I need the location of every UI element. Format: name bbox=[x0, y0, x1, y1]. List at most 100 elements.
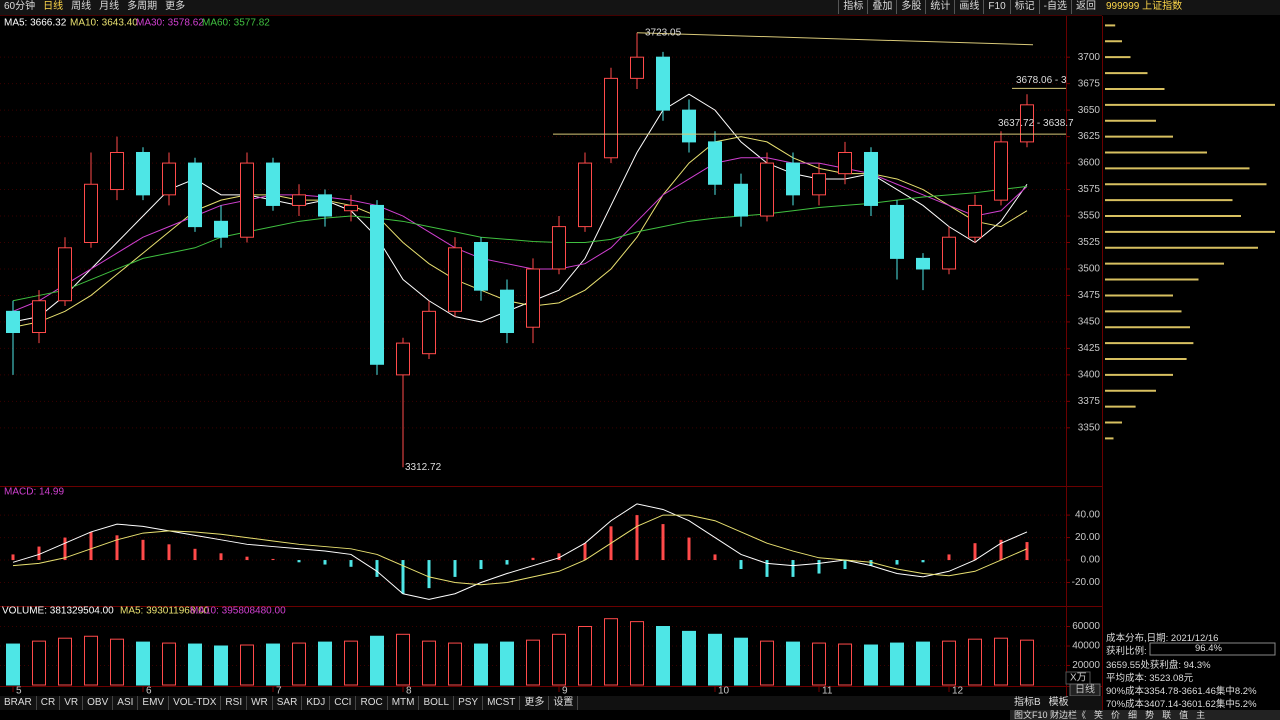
candle-body bbox=[214, 220, 228, 238]
volume-bar bbox=[942, 640, 956, 686]
indicator-tab[interactable]: WR bbox=[247, 696, 273, 710]
trend-line bbox=[636, 32, 1034, 46]
volume-bar bbox=[214, 645, 228, 686]
toolbar-button[interactable]: F10 bbox=[983, 0, 1009, 14]
toolbar-button[interactable]: 周线 bbox=[71, 1, 92, 12]
candle-body bbox=[786, 162, 800, 196]
status-item[interactable]: 值 bbox=[1179, 710, 1189, 720]
indicator-tab[interactable]: CR bbox=[37, 696, 61, 710]
toolbar-button[interactable]: 月线 bbox=[99, 1, 120, 12]
status-item[interactable]: 联 bbox=[1162, 710, 1172, 720]
toolbar-button[interactable]: 指标 bbox=[838, 0, 867, 14]
indicator-tab[interactable]: BRAR bbox=[0, 696, 37, 710]
indicator-tab[interactable]: EMV bbox=[138, 696, 170, 710]
volume-bar bbox=[864, 644, 878, 686]
toolbar-button[interactable]: 多股 bbox=[896, 0, 925, 14]
volume-bar bbox=[396, 633, 410, 686]
status-item[interactable]: 细 bbox=[1128, 710, 1138, 720]
y-tick-label: 3375 bbox=[1078, 396, 1101, 407]
indicator-tab[interactable]: VOL-TDX bbox=[169, 696, 222, 710]
status-item[interactable]: 价 bbox=[1111, 710, 1121, 720]
volume-bar bbox=[6, 643, 20, 686]
indicator-tab[interactable]: 更多 bbox=[520, 696, 550, 710]
indicator-tab[interactable]: 模板 bbox=[1048, 697, 1069, 708]
status-item[interactable]: 笑 bbox=[1094, 710, 1104, 720]
volume-bar bbox=[604, 618, 618, 686]
candle-body bbox=[32, 300, 46, 334]
volume-bar bbox=[422, 640, 436, 686]
candle-body bbox=[890, 204, 904, 259]
price-annotation: 3723.05 bbox=[645, 27, 682, 38]
indicator-tab[interactable]: KDJ bbox=[302, 696, 331, 710]
indicator-tab[interactable]: VR bbox=[60, 696, 84, 710]
volume-bar bbox=[58, 637, 72, 686]
toolbar-button[interactable]: 画线 bbox=[954, 0, 983, 14]
profit-box bbox=[1149, 642, 1276, 656]
candle-body bbox=[968, 204, 982, 238]
indicator-tab[interactable]: ROC bbox=[356, 696, 388, 710]
indicator-tab[interactable]: SAR bbox=[273, 696, 303, 710]
cost-title: 成本分布,日期: 2021/12/16 bbox=[1106, 633, 1219, 644]
indicator-tab[interactable]: MTM bbox=[388, 696, 420, 710]
volume-ma10: MA10: 395808480.00 bbox=[190, 606, 286, 617]
indicator-tab[interactable]: 设置 bbox=[549, 696, 579, 710]
candle-body bbox=[110, 151, 124, 191]
volume-bar bbox=[188, 643, 202, 686]
toolbar-button[interactable]: 日线 bbox=[43, 1, 64, 12]
y-tick-label: 3550 bbox=[1078, 211, 1101, 222]
indicator-tab[interactable]: CCI bbox=[330, 696, 357, 710]
candle-body bbox=[6, 310, 20, 334]
volume-bar bbox=[812, 642, 826, 686]
toolbar-button[interactable]: 统计 bbox=[925, 0, 954, 14]
indicator-tab[interactable]: OBV bbox=[83, 696, 114, 710]
volume-bar bbox=[448, 642, 462, 686]
y-tick-label: 3450 bbox=[1078, 317, 1101, 328]
y-tick-label: 3700 bbox=[1078, 52, 1101, 63]
indicator-tab[interactable]: BOLL bbox=[419, 696, 455, 710]
y-tick-label: 20000 bbox=[1072, 660, 1100, 671]
y-tick-label: 3475 bbox=[1078, 290, 1101, 301]
toolbar-button[interactable]: 多周期 bbox=[127, 1, 158, 12]
volume-bar bbox=[890, 642, 904, 686]
indicator-tab[interactable]: ASI bbox=[113, 696, 139, 710]
x-tick-label: 11 bbox=[822, 686, 833, 697]
candle-body bbox=[552, 226, 566, 270]
indicator-tab[interactable]: 指标B bbox=[1014, 697, 1041, 708]
profit-value: 96.4% bbox=[1195, 643, 1222, 654]
x-tick-label: 12 bbox=[952, 686, 964, 697]
toolbar-button[interactable]: 60分钟 bbox=[4, 1, 36, 12]
toolbar-button[interactable]: 更多 bbox=[165, 1, 186, 12]
indicator-tab[interactable]: MCST bbox=[483, 696, 521, 710]
status-item[interactable]: 势 bbox=[1145, 710, 1155, 720]
status-bar: 图文F10 财边栏《笑价细势联值主 bbox=[1010, 710, 1280, 720]
y-tick-label: 40.00 bbox=[1075, 510, 1100, 521]
toolbar-button[interactable]: -自选 bbox=[1038, 0, 1071, 14]
volume-bar bbox=[708, 633, 722, 686]
toolbar: 60分钟 日线 周线 月线 多周期 更多 bbox=[0, 0, 1102, 16]
indicator-tab[interactable]: PSY bbox=[454, 696, 484, 710]
candle-body bbox=[162, 162, 176, 196]
y-tick-label: 3425 bbox=[1078, 343, 1101, 354]
toolbar-button[interactable]: 返回 bbox=[1071, 0, 1100, 14]
candle-body bbox=[266, 162, 280, 206]
toolbar-button[interactable]: 叠加 bbox=[867, 0, 896, 14]
candle-body bbox=[370, 204, 384, 365]
candle-body bbox=[708, 141, 722, 185]
y-tick-label: 60000 bbox=[1072, 621, 1100, 632]
toolbar-button[interactable]: 标记 bbox=[1009, 0, 1039, 14]
candle-body bbox=[760, 162, 774, 217]
candle-body bbox=[656, 56, 670, 111]
y-tick-label: 3400 bbox=[1078, 370, 1101, 381]
indicator-tab[interactable]: RSI bbox=[221, 696, 248, 710]
status-item[interactable]: 主 bbox=[1196, 710, 1206, 720]
status-item[interactable]: 图文F10 财边栏《 bbox=[1014, 710, 1087, 720]
volume-bar bbox=[370, 635, 384, 686]
volume-bar bbox=[578, 626, 592, 686]
y-tick-label: 3575 bbox=[1078, 184, 1101, 195]
volume-bar bbox=[734, 637, 748, 686]
y-tick-label: 3350 bbox=[1078, 422, 1101, 433]
candle-body bbox=[604, 77, 618, 159]
period-button-label[interactable]: 日线 bbox=[1075, 683, 1095, 696]
volume-bar bbox=[916, 641, 930, 686]
